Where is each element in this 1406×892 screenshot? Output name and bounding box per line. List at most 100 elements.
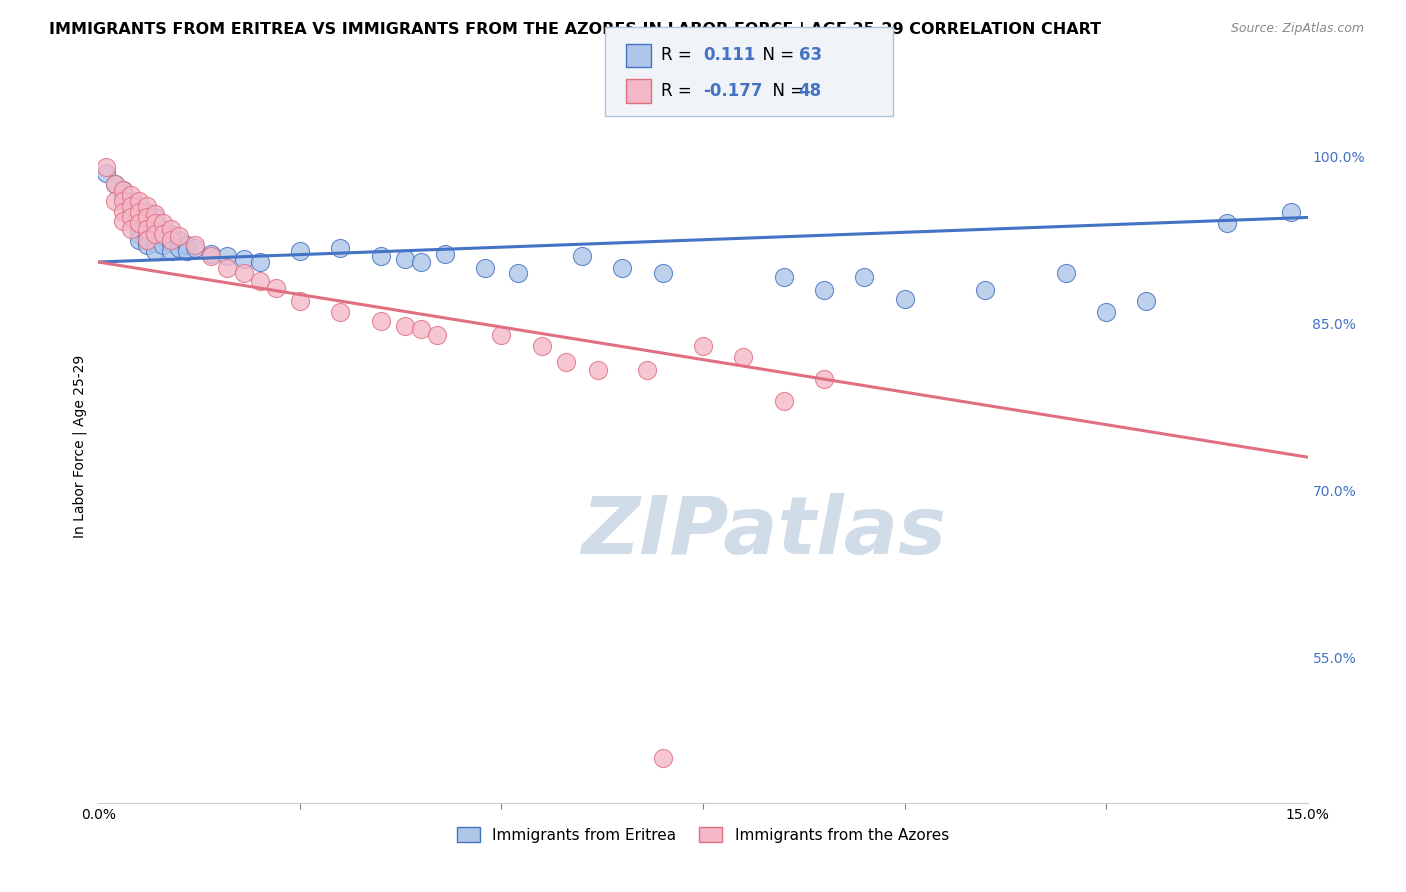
Text: 63: 63	[799, 46, 821, 64]
Point	[143, 207, 166, 221]
Point	[184, 238, 207, 252]
Point	[772, 269, 794, 284]
Point	[329, 305, 352, 319]
Point	[772, 394, 794, 409]
Point	[160, 236, 183, 251]
Point	[217, 260, 239, 275]
Point	[120, 211, 142, 225]
Point	[491, 327, 513, 342]
Point	[120, 205, 142, 219]
Point	[530, 339, 553, 353]
Point	[249, 255, 271, 269]
Point	[200, 249, 222, 264]
Point	[135, 211, 157, 225]
Point	[167, 240, 190, 255]
Point	[394, 252, 416, 266]
Point	[128, 216, 150, 230]
Point	[143, 236, 166, 251]
Point	[1281, 205, 1303, 219]
Point	[111, 188, 134, 202]
Point	[135, 211, 157, 225]
Point	[152, 229, 174, 244]
Point	[103, 177, 125, 191]
Point	[160, 244, 183, 258]
Point	[813, 372, 835, 386]
Point	[111, 194, 134, 208]
Legend: Immigrants from Eritrea, Immigrants from the Azores: Immigrants from Eritrea, Immigrants from…	[451, 821, 955, 848]
Point	[232, 266, 254, 280]
Point	[135, 205, 157, 219]
Point	[974, 283, 997, 297]
Point	[135, 216, 157, 230]
Point	[160, 233, 183, 247]
Text: N =: N =	[752, 46, 800, 64]
Point	[111, 205, 134, 219]
Point	[1135, 294, 1157, 309]
Point	[143, 211, 166, 225]
Point	[176, 238, 198, 252]
Point	[636, 363, 658, 377]
Point	[370, 314, 392, 328]
Point	[143, 227, 166, 241]
Point	[160, 227, 183, 241]
Point	[135, 199, 157, 213]
Point	[586, 363, 609, 377]
Point	[135, 233, 157, 247]
Text: R =: R =	[661, 46, 697, 64]
Point	[128, 216, 150, 230]
Point	[1216, 216, 1239, 230]
Point	[1095, 305, 1118, 319]
Point	[434, 247, 457, 261]
Point	[128, 207, 150, 221]
Point	[143, 216, 166, 230]
Point	[143, 227, 166, 241]
Point	[651, 266, 673, 280]
Point	[128, 233, 150, 247]
Point	[733, 350, 755, 364]
Point	[426, 327, 449, 342]
Point	[893, 292, 915, 306]
Point	[176, 244, 198, 258]
Point	[120, 199, 142, 213]
Point	[128, 205, 150, 219]
Point	[152, 238, 174, 252]
Point	[853, 269, 876, 284]
Text: ZIPatlas: ZIPatlas	[581, 492, 946, 571]
Point	[143, 221, 166, 235]
Point	[288, 294, 311, 309]
Text: -0.177: -0.177	[703, 82, 762, 100]
Point	[813, 283, 835, 297]
Point	[152, 227, 174, 241]
Point	[288, 244, 311, 258]
Point	[152, 221, 174, 235]
Point	[128, 194, 150, 208]
Point	[111, 183, 134, 197]
Text: 0.111: 0.111	[703, 46, 755, 64]
Point	[571, 249, 593, 264]
Point	[264, 280, 287, 294]
Text: IMMIGRANTS FROM ERITREA VS IMMIGRANTS FROM THE AZORES IN LABOR FORCE | AGE 25-29: IMMIGRANTS FROM ERITREA VS IMMIGRANTS FR…	[49, 22, 1101, 38]
Point	[555, 355, 578, 369]
Point	[692, 339, 714, 353]
Point	[111, 183, 134, 197]
Point	[249, 274, 271, 288]
Point	[167, 233, 190, 247]
Point	[135, 227, 157, 241]
Point	[474, 260, 496, 275]
Point	[103, 177, 125, 191]
Y-axis label: In Labor Force | Age 25-29: In Labor Force | Age 25-29	[73, 354, 87, 538]
Point	[167, 229, 190, 244]
Point	[128, 199, 150, 213]
Point	[152, 216, 174, 230]
Point	[143, 216, 166, 230]
Point	[612, 260, 634, 275]
Point	[120, 194, 142, 208]
Point	[143, 244, 166, 258]
Point	[409, 255, 432, 269]
Point	[135, 238, 157, 252]
Point	[160, 221, 183, 235]
Text: N =: N =	[762, 82, 810, 100]
Point	[409, 322, 432, 336]
Point	[184, 240, 207, 255]
Point	[96, 161, 118, 175]
